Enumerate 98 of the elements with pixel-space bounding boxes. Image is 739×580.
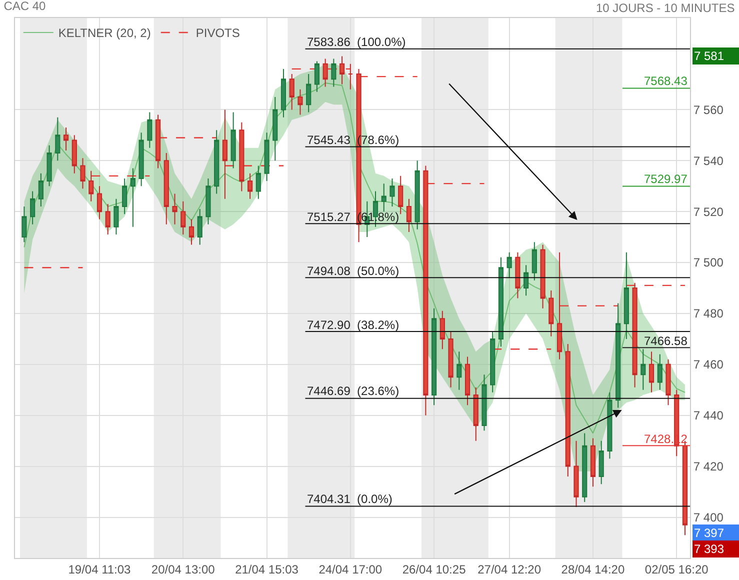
candlestick — [256, 165, 261, 200]
candlestick — [55, 116, 60, 162]
candlestick — [616, 302, 621, 408]
candlestick — [498, 256, 504, 348]
candlestick — [188, 218, 194, 246]
x-tick-label: 02/05 16:20 — [644, 562, 709, 576]
candlestick — [598, 440, 604, 485]
candlestick — [381, 183, 386, 212]
candlestick — [197, 208, 202, 246]
candlestick — [448, 330, 454, 388]
candlestick — [666, 358, 671, 406]
candlestick — [473, 386, 478, 442]
y-tick-label: 7 400 — [693, 510, 724, 524]
y-tick-label: 7 560 — [693, 102, 724, 117]
candlestick — [440, 310, 445, 350]
y-tick-label: 7 440 — [693, 408, 724, 423]
candlestick — [456, 351, 462, 390]
candlestick — [147, 112, 152, 148]
candlestick — [414, 160, 420, 230]
ref-line-label: 7466.58 — [644, 334, 688, 348]
y-tick-label: 7 460 — [693, 358, 724, 372]
candlestick — [390, 178, 395, 207]
candlestick — [348, 63, 353, 90]
candlestick — [432, 308, 437, 406]
candlestick — [247, 172, 253, 200]
ref-line-label: 7494.08 (50.0%) — [307, 264, 400, 278]
x-tick-label: 20/04 13:00 — [151, 562, 216, 576]
x-tick-label: 19/04 11:03 — [68, 562, 132, 576]
candlestick — [506, 252, 512, 278]
y-tick-label: 7 420 — [693, 460, 724, 474]
candlestick — [398, 175, 404, 215]
candlestick — [138, 132, 144, 187]
ref-line-label: 7472.90 (38.2%) — [307, 318, 400, 332]
x-tick-label: 26/04 10:25 — [402, 562, 466, 576]
candlestick — [490, 330, 496, 393]
chart-subtitle: 10 JOURS - 10 MINUTES — [596, 1, 735, 15]
text: 7 581 — [694, 49, 724, 63]
candlestick — [298, 88, 303, 116]
candlestick — [582, 432, 588, 502]
candlestick — [590, 438, 596, 488]
candlestick — [532, 242, 537, 281]
candlestick — [172, 193, 178, 225]
y-tick-label: 7 480 — [693, 306, 724, 321]
candlestick — [230, 112, 236, 169]
candlestick — [331, 58, 336, 88]
ref-line-label: 7568.43 — [644, 74, 688, 88]
candlestick — [289, 74, 294, 110]
candlestick — [22, 206, 27, 243]
y-tick-label: 7 540 — [693, 154, 724, 168]
candlestick — [180, 200, 186, 236]
candlestick — [63, 127, 69, 151]
candlestick — [80, 158, 86, 190]
candlestick — [540, 244, 546, 309]
x-tick-label: 24/04 17:00 — [318, 562, 382, 576]
y-tick-label: 7 500 — [693, 256, 724, 270]
candlestick — [565, 344, 570, 477]
text: 7 393 — [694, 542, 724, 556]
candlestick — [38, 172, 44, 207]
candlestick — [648, 351, 654, 393]
candlestick — [657, 354, 662, 390]
ref-line-label: 7446.69 (23.6%) — [307, 384, 400, 398]
candlestick — [214, 130, 220, 194]
candlestick — [624, 252, 629, 340]
candlestick — [640, 348, 646, 390]
candlestick — [272, 96, 278, 162]
candlestick — [406, 198, 412, 232]
ref-line-label: 7529.97 — [644, 172, 688, 186]
legend-label: KELTNER (20, 2) — [58, 26, 151, 40]
candlestick — [46, 144, 52, 187]
candlestick — [524, 264, 529, 296]
candlestick — [164, 152, 169, 225]
ref-line-label: 7583.86 (100.0%) — [307, 35, 406, 49]
candlestick — [306, 74, 312, 113]
candlestick — [264, 132, 270, 182]
candlestick — [96, 186, 102, 220]
x-tick-label: 28/04 14:20 — [561, 562, 625, 576]
candlestick — [122, 178, 128, 215]
candlestick — [548, 290, 554, 337]
candlestick — [105, 203, 110, 236]
y-tick-label: 7 520 — [693, 204, 724, 219]
candlestick — [280, 68, 286, 118]
legend-label: PIVOTS — [196, 26, 240, 40]
x-tick-label: 27/04 12:20 — [478, 562, 542, 576]
candlestick — [314, 60, 320, 92]
candlestick — [206, 178, 211, 225]
ref-line-label: 7404.31 (0.0%) — [307, 492, 392, 506]
candlestick — [515, 252, 520, 299]
candlestick — [30, 190, 36, 225]
candlestick — [72, 134, 77, 174]
text: 7 397 — [694, 526, 724, 540]
candlestick — [114, 198, 119, 236]
candlestick — [574, 440, 579, 508]
chart-title: CAC 40 — [4, 0, 46, 14]
candlestick — [464, 356, 470, 406]
candlestick — [482, 374, 487, 432]
x-tick-label: 21/04 15:03 — [235, 562, 299, 576]
candlestick — [130, 168, 136, 228]
candlestick — [607, 392, 612, 460]
